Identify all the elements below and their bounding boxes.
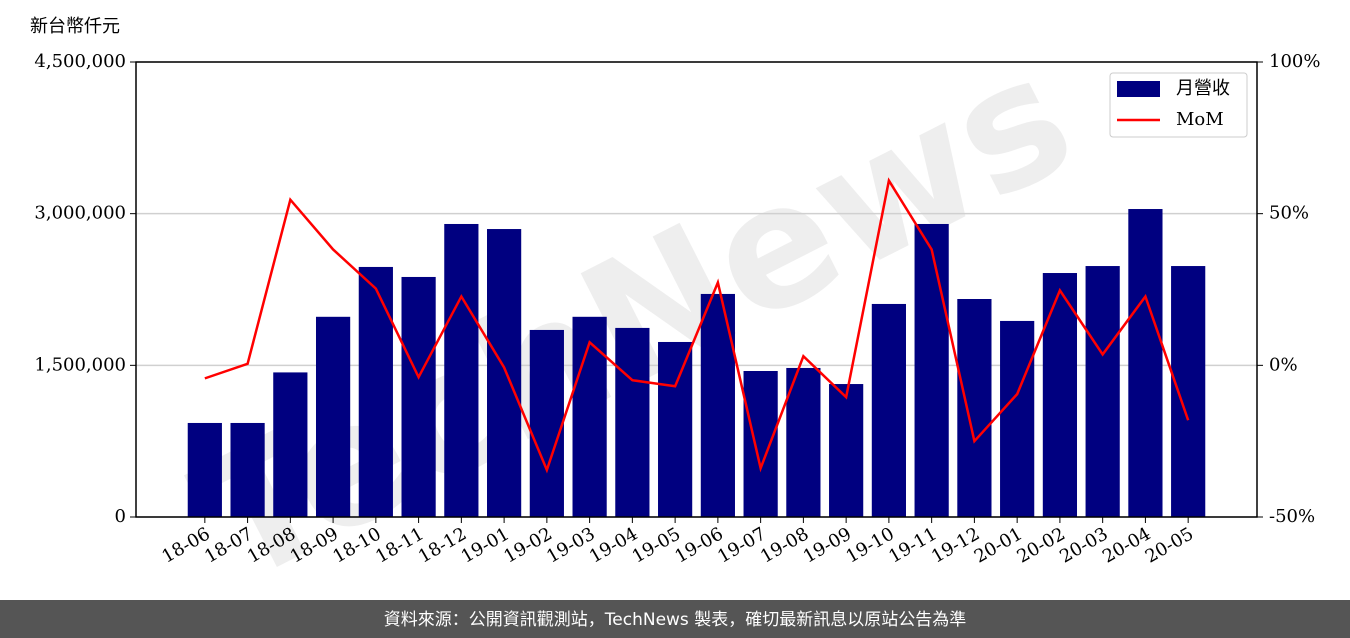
bar bbox=[743, 370, 778, 517]
bar bbox=[1000, 320, 1035, 517]
bar bbox=[914, 223, 949, 518]
x-tick-label: 19-11 bbox=[885, 523, 940, 567]
x-tick-label: 19-02 bbox=[500, 523, 555, 567]
bar bbox=[871, 303, 906, 517]
bar bbox=[957, 299, 992, 517]
bar bbox=[401, 276, 436, 517]
bar bbox=[1171, 266, 1206, 517]
bar bbox=[829, 384, 864, 517]
x-tick-label: 20-03 bbox=[1056, 523, 1111, 567]
y2-tick-label: -50% bbox=[1269, 506, 1315, 527]
bar bbox=[1042, 273, 1078, 517]
y2-tick-label: 100% bbox=[1269, 51, 1320, 72]
x-tick-label: 19-12 bbox=[928, 523, 983, 567]
legend-label: MoM bbox=[1176, 109, 1224, 130]
bar bbox=[1128, 209, 1163, 517]
x-tick-label: 19-08 bbox=[757, 523, 812, 567]
x-tick-label: 20-02 bbox=[1013, 523, 1068, 567]
x-tick-label: 19-09 bbox=[800, 523, 855, 567]
x-tick-label: 19-01 bbox=[458, 523, 513, 567]
y-tick-label: 3,000,000 bbox=[34, 203, 126, 224]
y-tick-label: 1,500,000 bbox=[34, 354, 126, 375]
bar bbox=[187, 422, 222, 517]
x-tick-label: 20-04 bbox=[1099, 523, 1154, 567]
x-tick-label: 19-04 bbox=[586, 523, 641, 567]
bar bbox=[615, 327, 650, 517]
y-tick-label: 4,500,000 bbox=[34, 51, 126, 72]
bar bbox=[444, 223, 479, 518]
x-tick-label: 19-10 bbox=[842, 523, 897, 567]
bar bbox=[658, 341, 693, 517]
x-tick-label: 20-01 bbox=[971, 523, 1026, 567]
bar bbox=[358, 266, 393, 517]
bar bbox=[529, 329, 564, 517]
bar bbox=[572, 316, 607, 517]
line bbox=[204, 177, 1190, 474]
x-tick-label: 18-06 bbox=[158, 523, 213, 567]
y-tick-label: 0 bbox=[115, 506, 126, 527]
x-tick-label: 19-07 bbox=[714, 523, 769, 567]
legend: 月營收 MoM bbox=[1109, 72, 1248, 138]
bar bbox=[487, 229, 522, 517]
x-tick-label: 20-05 bbox=[1142, 523, 1197, 567]
bar bbox=[230, 422, 265, 517]
x-tick-label: 19-06 bbox=[671, 523, 726, 567]
bar bbox=[786, 367, 821, 517]
x-tick-label: 19-03 bbox=[543, 523, 598, 567]
y2-tick-label: 0% bbox=[1269, 354, 1298, 375]
y-axis-label: 新台幣仟元 bbox=[30, 16, 120, 37]
bar bbox=[700, 293, 735, 517]
y2-tick-label: 50% bbox=[1269, 203, 1309, 224]
footer-bar bbox=[0, 600, 1350, 638]
legend-label: 月營收 bbox=[1176, 78, 1230, 99]
plot-frame bbox=[135, 61, 1258, 518]
bar bbox=[1085, 266, 1120, 517]
bar bbox=[315, 316, 351, 517]
x-tick-label: 19-05 bbox=[629, 523, 684, 567]
legend-swatch bbox=[1117, 81, 1160, 97]
source-note: 資料來源：公開資訊觀測站，TechNews 製表，確切最新訊息以原站公告為準 bbox=[384, 610, 966, 630]
bar bbox=[273, 372, 308, 517]
